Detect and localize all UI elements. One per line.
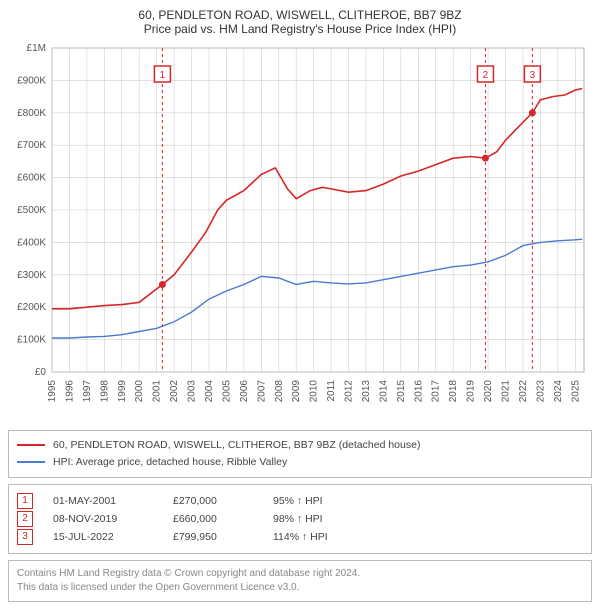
svg-text:2004: 2004	[204, 380, 215, 403]
svg-text:£300K: £300K	[17, 270, 46, 281]
svg-text:2002: 2002	[169, 380, 180, 403]
event-row: 3 15-JUL-2022 £799,950 114% ↑ HPI	[17, 529, 583, 545]
svg-text:2003: 2003	[187, 380, 198, 403]
svg-text:2020: 2020	[483, 380, 494, 403]
event-marker	[529, 109, 536, 116]
svg-text:2009: 2009	[291, 380, 302, 403]
svg-text:£0: £0	[35, 367, 47, 378]
svg-text:1: 1	[160, 70, 166, 81]
svg-text:£100K: £100K	[17, 335, 46, 346]
svg-text:2001: 2001	[152, 380, 163, 403]
svg-text:2012: 2012	[344, 380, 355, 403]
svg-text:£600K: £600K	[17, 173, 46, 184]
event-row: 2 08-NOV-2019 £660,000 98% ↑ HPI	[17, 511, 583, 527]
svg-text:2008: 2008	[274, 380, 285, 403]
svg-text:2018: 2018	[448, 380, 459, 403]
event-badge: 3	[17, 529, 33, 545]
legend-item: HPI: Average price, detached house, Ribb…	[17, 454, 583, 471]
legend-swatch	[17, 461, 45, 463]
event-hpi: 95% ↑ HPI	[273, 495, 323, 507]
svg-text:2022: 2022	[518, 380, 529, 403]
legend-swatch	[17, 444, 45, 446]
svg-text:£500K: £500K	[17, 205, 46, 216]
svg-text:2015: 2015	[396, 380, 407, 403]
svg-text:2016: 2016	[413, 380, 424, 403]
event-marker	[159, 281, 166, 288]
svg-text:2025: 2025	[570, 380, 581, 403]
legend-item: 60, PENDLETON ROAD, WISWELL, CLITHEROE, …	[17, 437, 583, 454]
svg-text:2014: 2014	[378, 380, 389, 403]
svg-text:£1M: £1M	[27, 43, 46, 54]
svg-text:2013: 2013	[361, 380, 372, 403]
event-date: 08-NOV-2019	[53, 513, 153, 525]
attribution-line: Contains HM Land Registry data © Crown c…	[17, 567, 583, 581]
event-date: 15-JUL-2022	[53, 531, 153, 543]
page-subtitle: Price paid vs. HM Land Registry's House …	[8, 22, 592, 36]
svg-text:£200K: £200K	[17, 302, 46, 313]
svg-text:2006: 2006	[239, 380, 250, 403]
event-hpi: 114% ↑ HPI	[273, 531, 328, 543]
svg-text:2024: 2024	[553, 380, 564, 403]
event-date: 01-MAY-2001	[53, 495, 153, 507]
event-badge: 1	[17, 493, 33, 509]
svg-text:2010: 2010	[309, 380, 320, 403]
svg-text:2017: 2017	[431, 380, 442, 403]
svg-text:2011: 2011	[326, 380, 337, 402]
attribution: Contains HM Land Registry data © Crown c…	[8, 560, 592, 602]
svg-text:2000: 2000	[134, 380, 145, 403]
svg-text:£900K: £900K	[17, 75, 46, 86]
legend-label: 60, PENDLETON ROAD, WISWELL, CLITHEROE, …	[53, 437, 420, 454]
svg-text:1997: 1997	[82, 380, 93, 403]
svg-text:2021: 2021	[501, 380, 512, 403]
event-price: £270,000	[173, 495, 253, 507]
event-badge: 2	[17, 511, 33, 527]
attribution-line: This data is licensed under the Open Gov…	[17, 581, 583, 595]
legend-label: HPI: Average price, detached house, Ribb…	[53, 454, 287, 471]
event-price: £799,950	[173, 531, 253, 543]
svg-text:1995: 1995	[47, 380, 58, 403]
svg-text:3: 3	[530, 70, 536, 81]
svg-text:£800K: £800K	[17, 108, 46, 119]
svg-text:2: 2	[483, 70, 489, 81]
events-table: 1 01-MAY-2001 £270,000 95% ↑ HPI 2 08-NOV-201…	[8, 484, 592, 554]
svg-text:£400K: £400K	[17, 237, 46, 248]
svg-text:2007: 2007	[256, 380, 267, 403]
event-hpi: 98% ↑ HPI	[273, 513, 323, 525]
svg-text:2005: 2005	[221, 380, 232, 403]
event-price: £660,000	[173, 513, 253, 525]
svg-text:1999: 1999	[117, 380, 128, 403]
event-row: 1 01-MAY-2001 £270,000 95% ↑ HPI	[17, 493, 583, 509]
event-marker	[482, 155, 489, 162]
svg-text:1996: 1996	[64, 380, 75, 403]
page-title: 60, PENDLETON ROAD, WISWELL, CLITHEROE, …	[8, 8, 592, 22]
svg-text:1998: 1998	[99, 380, 110, 403]
svg-text:£700K: £700K	[17, 140, 46, 151]
svg-text:2023: 2023	[535, 380, 546, 403]
legend: 60, PENDLETON ROAD, WISWELL, CLITHEROE, …	[8, 430, 592, 478]
price-chart: £0 £100K £200K £300K £400K £500K £600K £700K £80…	[8, 42, 592, 422]
svg-text:2019: 2019	[466, 380, 477, 403]
